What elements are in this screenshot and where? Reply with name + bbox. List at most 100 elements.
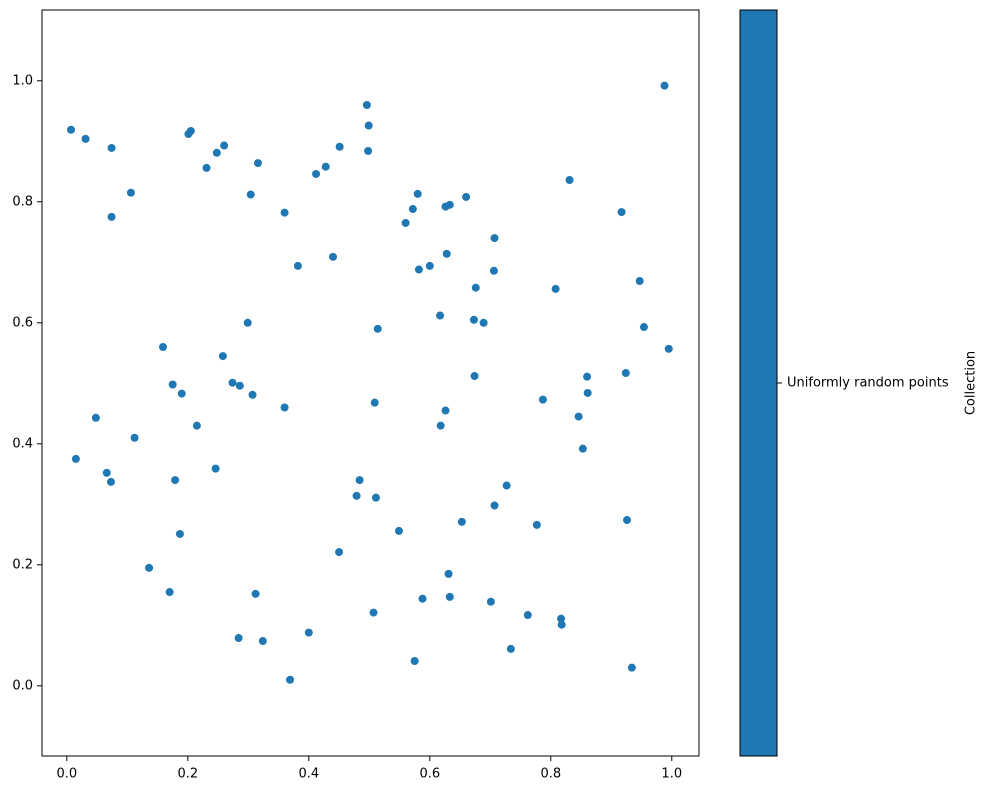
point — [106, 477, 115, 486]
colorbar — [739, 9, 778, 757]
point — [175, 529, 184, 538]
point — [502, 481, 511, 490]
point — [364, 121, 373, 130]
y-tick-label: 0.0 — [12, 678, 33, 693]
y-tick-label: 1.0 — [12, 73, 33, 88]
point — [280, 403, 289, 412]
point — [489, 266, 498, 275]
point — [623, 516, 632, 525]
point — [126, 188, 135, 197]
x-tick-label: 0.0 — [56, 767, 77, 782]
point — [355, 476, 364, 485]
point — [442, 249, 451, 258]
point — [557, 620, 566, 629]
point — [565, 176, 574, 185]
point — [574, 412, 583, 421]
point — [664, 344, 673, 353]
point — [211, 464, 220, 473]
point — [486, 597, 495, 606]
point — [192, 421, 201, 430]
point — [107, 212, 116, 221]
point — [490, 234, 499, 243]
point — [258, 637, 267, 646]
point — [246, 190, 255, 199]
point — [304, 628, 313, 637]
point — [158, 343, 167, 352]
point — [177, 389, 186, 398]
point — [253, 159, 262, 168]
point — [312, 169, 321, 178]
point — [220, 141, 229, 150]
colorbar-label: Collection — [964, 351, 979, 415]
point — [91, 413, 100, 422]
point — [286, 675, 295, 684]
point — [235, 381, 244, 390]
point — [251, 589, 260, 598]
point — [145, 563, 154, 572]
point — [410, 657, 419, 666]
point — [551, 284, 560, 293]
point — [444, 569, 453, 578]
point — [445, 592, 454, 601]
point — [413, 189, 422, 198]
point — [130, 433, 139, 442]
point — [394, 526, 403, 535]
point — [243, 318, 252, 327]
point — [617, 208, 626, 217]
point — [335, 142, 344, 151]
y-tick-label: 0.6 — [12, 315, 33, 330]
point — [102, 468, 111, 477]
point — [479, 318, 488, 327]
point — [627, 663, 636, 672]
point — [228, 378, 237, 387]
colorbar-tick-label: Uniformly random points — [787, 376, 949, 391]
point — [218, 352, 227, 361]
x-tick-label: 0.4 — [298, 767, 319, 782]
point — [583, 388, 592, 397]
point — [469, 315, 478, 324]
point — [506, 644, 515, 653]
x-tick-label: 1.0 — [661, 767, 682, 782]
point — [171, 476, 180, 485]
point — [425, 261, 434, 270]
x-tick-label: 0.2 — [177, 767, 198, 782]
point — [490, 501, 499, 510]
point — [639, 323, 648, 332]
point — [578, 444, 587, 453]
plot-frame — [41, 9, 700, 757]
point — [335, 548, 344, 557]
point — [441, 406, 450, 415]
point — [371, 493, 380, 502]
point — [186, 127, 195, 136]
point — [462, 192, 471, 201]
x-tick-label: 0.8 — [540, 767, 561, 782]
point — [369, 608, 378, 617]
y-tick-label: 0.4 — [12, 436, 33, 451]
point — [362, 100, 371, 109]
point — [248, 390, 257, 399]
point — [280, 208, 289, 217]
point — [471, 283, 480, 292]
point — [234, 634, 243, 643]
point — [457, 517, 466, 526]
point — [212, 148, 221, 157]
point — [107, 143, 116, 152]
point — [364, 146, 373, 155]
point — [583, 372, 592, 381]
point — [414, 265, 423, 274]
point — [293, 261, 302, 270]
point — [352, 491, 361, 500]
point — [621, 369, 630, 378]
point — [408, 205, 417, 214]
point — [523, 611, 532, 620]
point — [168, 380, 177, 389]
point — [67, 125, 76, 134]
point — [470, 372, 479, 381]
point — [373, 324, 382, 333]
point — [660, 81, 669, 90]
point — [370, 398, 379, 407]
point — [71, 454, 80, 463]
point — [635, 277, 644, 286]
x-tick-label: 0.6 — [419, 767, 440, 782]
